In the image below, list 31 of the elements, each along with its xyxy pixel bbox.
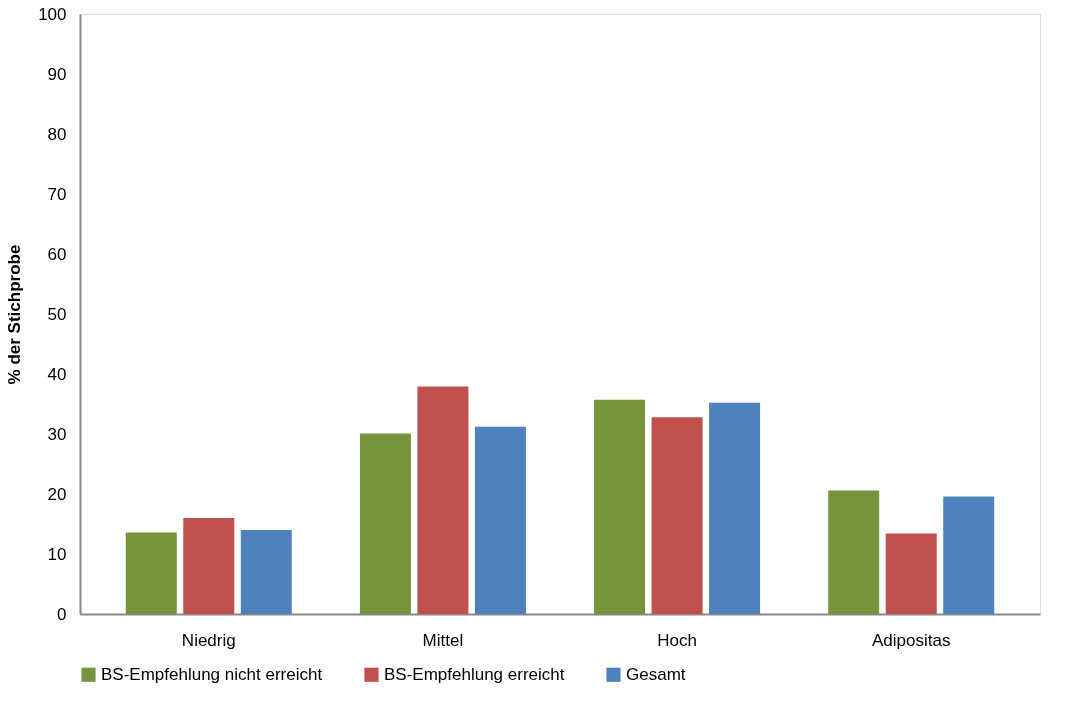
bar — [943, 496, 995, 614]
y-tick-label: 50 — [47, 304, 67, 324]
x-tick-label: Niedrig — [181, 630, 236, 650]
bar — [359, 433, 411, 614]
legend-label: BS-Empfehlung nicht erreicht — [101, 664, 323, 684]
bar — [651, 417, 703, 614]
bar — [183, 518, 235, 614]
bar — [885, 533, 937, 614]
x-tick-label: Mittel — [422, 630, 464, 650]
bar — [709, 402, 761, 614]
bar — [474, 426, 526, 614]
y-tick-label: 90 — [47, 64, 67, 84]
bar — [417, 386, 469, 614]
y-tick-label: 100 — [38, 4, 67, 24]
bar — [240, 530, 292, 614]
y-tick-label: 80 — [47, 124, 67, 144]
y-tick-label: 30 — [47, 424, 67, 444]
x-tick-label: Hoch — [657, 630, 697, 650]
y-tick-label: 10 — [47, 544, 67, 564]
legend-label: Gesamt — [626, 664, 686, 684]
bar — [828, 490, 880, 614]
legend-label: BS-Empfehlung erreicht — [384, 664, 565, 684]
y-tick-label: 70 — [47, 184, 67, 204]
y-axis-title: % der Stichprobe — [5, 244, 25, 385]
y-tick-label: 20 — [47, 484, 67, 504]
x-tick-label: Adipositas — [872, 630, 951, 650]
bar — [125, 532, 177, 614]
bar — [594, 399, 646, 614]
y-tick-label: 60 — [47, 244, 67, 264]
y-tick-label: 0 — [57, 604, 67, 624]
y-tick-label: 40 — [47, 364, 67, 384]
